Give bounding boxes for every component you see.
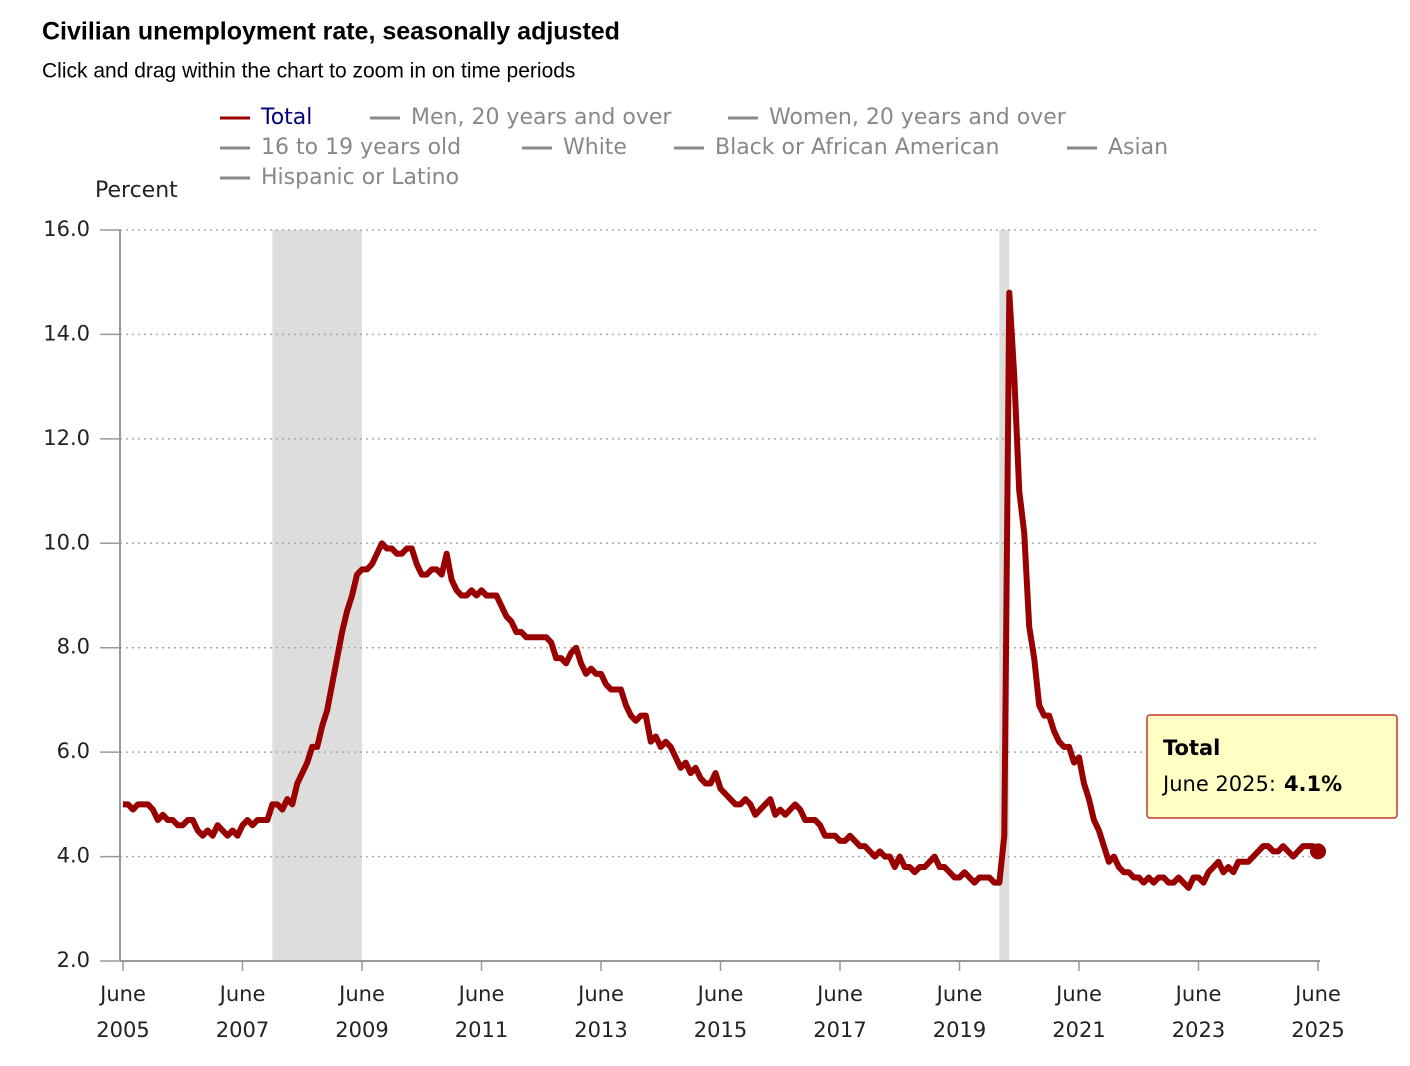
legend-label: Women, 20 years and over	[769, 105, 1067, 130]
legend-label: 16 to 19 years old	[261, 135, 461, 160]
tooltip-date: June 2025:	[1161, 772, 1276, 796]
legend-label: Asian	[1108, 135, 1168, 160]
chart-title: Civilian unemployment rate, seasonally a…	[42, 18, 620, 46]
tooltip: Total June 2025: 4.1%	[1146, 714, 1398, 819]
x-tick-label: 2021	[1052, 1018, 1105, 1042]
x-tick-label: 2025	[1291, 1018, 1344, 1042]
x-tick-label: June	[98, 982, 146, 1006]
y-tick-label: 16.0	[43, 217, 90, 241]
x-tick-label: June	[1293, 982, 1341, 1006]
y-tick-label: 10.0	[43, 530, 90, 554]
chart-subtitle: Click and drag within the chart to zoom …	[42, 60, 575, 83]
tooltip-text: June 2025: 4.1%	[1161, 772, 1342, 796]
legend-label: Hispanic or Latino	[261, 165, 459, 190]
data-line	[123, 289, 1321, 891]
legend-item[interactable]: Hispanic or Latino	[220, 165, 459, 190]
x-tick-label: June	[696, 982, 744, 1006]
legend-label: Total	[260, 105, 312, 130]
x-tick-label: June	[457, 982, 505, 1006]
legend-item[interactable]: 16 to 19 years old	[220, 135, 461, 160]
x-tick-label: June	[218, 982, 266, 1006]
y-tick-label: 4.0	[57, 844, 90, 868]
x-tick-label: June	[1174, 982, 1222, 1006]
legend-item[interactable]: Men, 20 years and over	[370, 105, 672, 130]
x-tick-label: 2011	[455, 1018, 508, 1042]
legend-item[interactable]: Total	[220, 105, 312, 130]
y-tick-label: 8.0	[57, 635, 90, 659]
y-tick-label: 6.0	[57, 739, 90, 763]
legend-item[interactable]: Asian	[1067, 135, 1168, 160]
legend-item[interactable]: Women, 20 years and over	[728, 105, 1067, 130]
x-tick-label: June	[1054, 982, 1102, 1006]
x-tick-label: June	[815, 982, 863, 1006]
y-axis-label: Percent	[95, 178, 178, 203]
legend-label: Men, 20 years and over	[411, 105, 672, 130]
x-tick-label: 2013	[574, 1018, 627, 1042]
x-tick-label: 2017	[813, 1018, 866, 1042]
x-tick-label: 2009	[335, 1018, 388, 1042]
x-tick-label: 2007	[216, 1018, 269, 1042]
y-tick-label: 14.0	[43, 321, 90, 345]
legend-item[interactable]: White	[522, 135, 627, 160]
legend-item[interactable]: Black or African American	[674, 135, 999, 160]
x-tick-label: June	[935, 982, 983, 1006]
legend-label: White	[563, 135, 627, 160]
x-tick-label: 2015	[694, 1018, 747, 1042]
x-tick-label: June	[576, 982, 624, 1006]
tooltip-box	[1146, 714, 1398, 819]
x-tick-label: June	[337, 982, 385, 1006]
tooltip-title: Total	[1163, 736, 1220, 760]
highlight-point	[1310, 843, 1326, 860]
y-tick-label: 12.0	[43, 426, 90, 450]
tooltip-value: 4.1%	[1284, 772, 1342, 796]
legend-label: Black or African American	[715, 135, 999, 160]
x-tick-label: 2005	[96, 1018, 149, 1042]
x-tick-label: 2023	[1172, 1018, 1225, 1042]
x-tick-label: 2019	[933, 1018, 986, 1042]
y-tick-label: 2.0	[57, 948, 90, 972]
recession-band	[272, 230, 362, 961]
